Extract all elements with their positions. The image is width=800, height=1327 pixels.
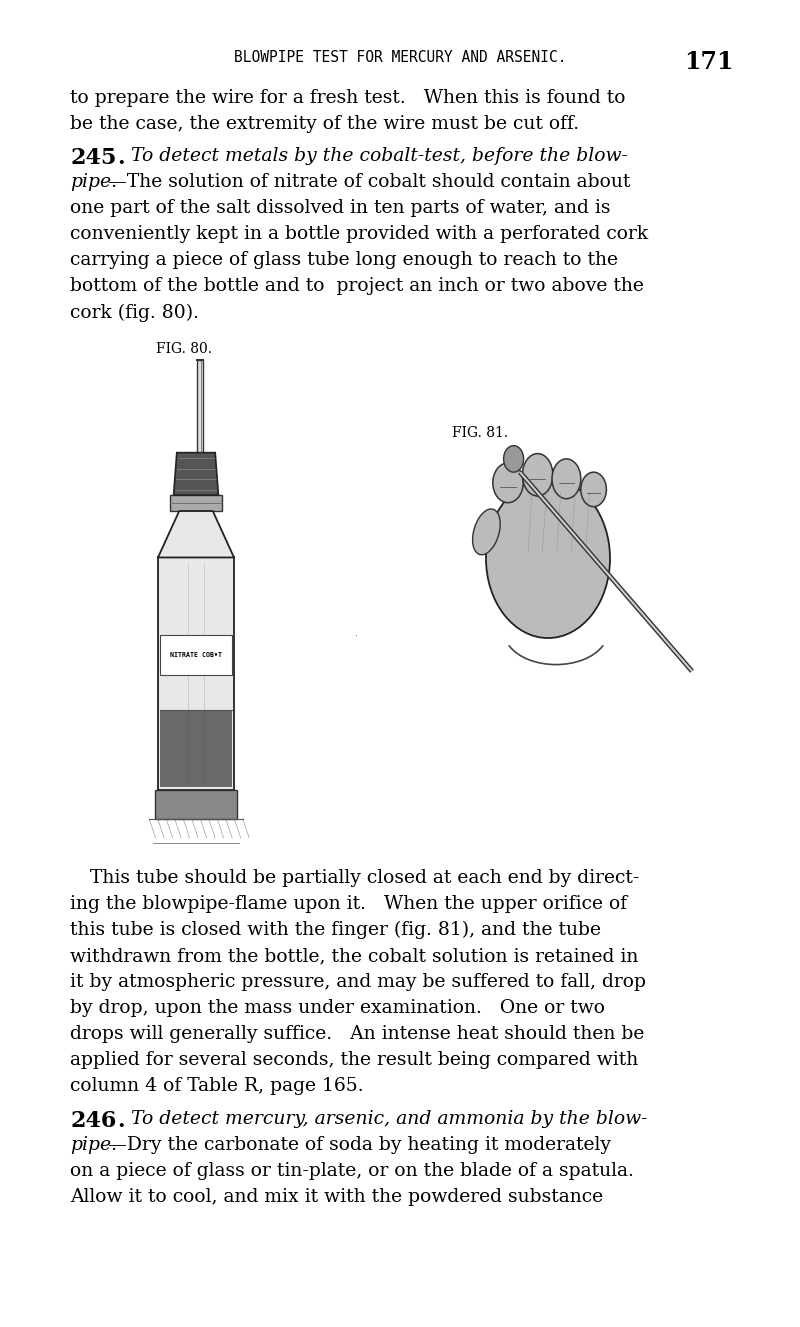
Text: FIG. 80.: FIG. 80. [156,342,212,357]
Text: bottom of the bottle and to  project an inch or two above the: bottom of the bottle and to project an i… [70,277,644,296]
Bar [155,790,237,819]
Text: one part of the salt dissolved in ten parts of water, and is: one part of the salt dissolved in ten pa… [70,199,611,218]
Ellipse shape [486,479,610,638]
Text: 245: 245 [70,147,117,170]
Ellipse shape [581,472,606,507]
Text: to prepare the wire for a fresh test.   When this is found to: to prepare the wire for a fresh test. Wh… [70,89,626,107]
Text: This tube should be partially closed at each end by direct-: This tube should be partially closed at … [90,869,640,888]
Bar [158,557,234,790]
Polygon shape [197,360,203,453]
Text: —Dry the carbonate of soda by heating it moderately: —Dry the carbonate of soda by heating it… [108,1136,611,1153]
Text: be the case, the extremity of the wire must be cut off.: be the case, the extremity of the wire m… [70,115,579,133]
Text: To detect metals by the cobalt-test, before the blow-: To detect metals by the cobalt-test, bef… [125,147,628,166]
Text: carrying a piece of glass tube long enough to reach to the: carrying a piece of glass tube long enou… [70,251,618,269]
Ellipse shape [493,463,523,503]
Ellipse shape [473,510,500,555]
Text: this tube is closed with the finger (fig. 81), and the tube: this tube is closed with the finger (fig… [70,921,602,940]
Text: FIG. 81.: FIG. 81. [452,426,508,439]
Text: BLOWPIPE TEST FOR MERCURY AND ARSENIC.: BLOWPIPE TEST FOR MERCURY AND ARSENIC. [234,49,566,65]
Text: ing the blowpipe-flame upon it.   When the upper orifice of: ing the blowpipe-flame upon it. When the… [70,896,627,913]
Text: withdrawn from the bottle, the cobalt solution is retained in: withdrawn from the bottle, the cobalt so… [70,947,638,965]
Text: .: . [117,147,125,170]
Bar [160,636,232,675]
Text: pipe.: pipe. [70,174,118,191]
Ellipse shape [552,459,581,499]
Text: NITRATE COB•T: NITRATE COB•T [170,652,222,658]
Text: column 4 of Table R, page 165.: column 4 of Table R, page 165. [70,1078,364,1095]
Text: To detect mercury, arsenic, and ammonia by the blow-: To detect mercury, arsenic, and ammonia … [125,1109,647,1128]
Ellipse shape [522,454,553,496]
Text: drops will generally suffice.   An intense heat should then be: drops will generally suffice. An intense… [70,1026,645,1043]
Text: conveniently kept in a bottle provided with a perforated cork: conveniently kept in a bottle provided w… [70,226,649,243]
Text: .: . [117,1109,125,1132]
Bar [160,710,233,787]
Ellipse shape [504,446,523,472]
Text: Allow it to cool, and mix it with the powdered substance: Allow it to cool, and mix it with the po… [70,1188,603,1206]
Bar [170,495,222,511]
Text: by drop, upon the mass under examination.   One or two: by drop, upon the mass under examination… [70,999,606,1018]
Text: cork (fig. 80).: cork (fig. 80). [70,304,199,321]
Text: 246: 246 [70,1109,117,1132]
Polygon shape [174,453,218,495]
Text: on a piece of glass or tin-plate, or on the blade of a spatula.: on a piece of glass or tin-plate, or on … [70,1162,634,1180]
Text: —The solution of nitrate of cobalt should contain about: —The solution of nitrate of cobalt shoul… [108,174,630,191]
Text: applied for several seconds, the result being compared with: applied for several seconds, the result … [70,1051,638,1070]
Text: ·: · [354,630,358,641]
Text: 171: 171 [684,49,734,74]
Text: pipe.: pipe. [70,1136,118,1153]
Polygon shape [158,511,234,557]
Text: it by atmospheric pressure, and may be suffered to fall, drop: it by atmospheric pressure, and may be s… [70,973,646,991]
